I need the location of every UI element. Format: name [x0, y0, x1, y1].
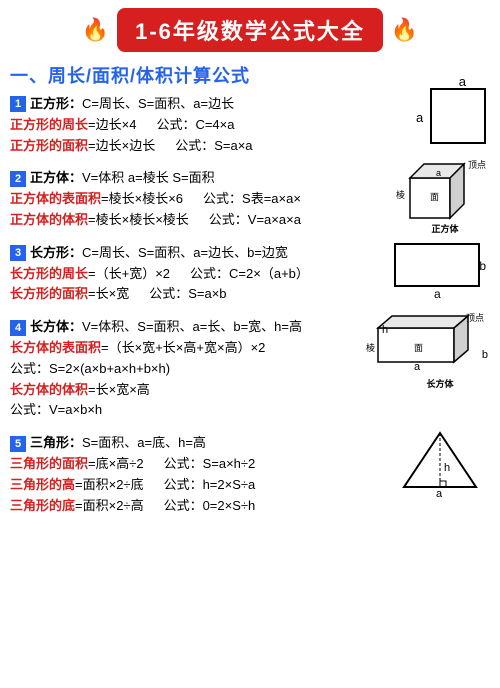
shape-name: 长方体： — [30, 317, 82, 338]
formula-label: 正方体的表面积 — [10, 189, 101, 210]
shape-name: 正方体： — [30, 168, 82, 189]
formula-label: 长方体的表面积 — [10, 338, 101, 359]
diagram-cube: 顶点 棱 面 a 正方体 — [400, 160, 490, 235]
label-h: h — [382, 324, 388, 336]
formula-text: =面积×2÷底 — [75, 475, 144, 496]
formula-label: 长方形的面积 — [10, 284, 88, 305]
formula-text: =边长×边长 — [88, 136, 155, 157]
label-a: a — [459, 74, 466, 89]
caption: 正方体 — [400, 222, 490, 235]
formula-label: 三角形的面积 — [10, 454, 88, 475]
def-text: V=体积、S=面积、a=长、b=宽、h=高 — [82, 317, 302, 338]
diagram-rect: b a — [394, 243, 490, 287]
formula-text: =面积×2÷高 — [75, 496, 144, 517]
formula-label: 正方形的周长 — [10, 115, 88, 136]
shape-name: 长方形： — [30, 243, 82, 264]
block-rect: 3 长方形： C=周长、S=面积、a=边长、b=边宽 长方形的周长 =（长+宽）… — [10, 243, 490, 305]
formula-text: 公式：S=a×a — [175, 136, 252, 157]
formula-text: =长×宽×高 — [88, 380, 150, 401]
formula-label: 正方形的面积 — [10, 136, 88, 157]
formula-text: =底×高÷2 — [88, 454, 144, 475]
formula-text: 公式：S表=a×a× — [203, 189, 301, 210]
label-face: 面 — [430, 190, 439, 203]
label-a: a — [436, 488, 443, 499]
label-vertex: 顶点 — [466, 311, 484, 324]
formula-text: 公式：S=a×b — [149, 284, 226, 305]
diagram-triangle: h a — [400, 429, 490, 502]
formula-label: 长方形的周长 — [10, 264, 88, 285]
def-text: S=面积、a=底、h=高 — [82, 433, 206, 454]
num-badge: 1 — [10, 96, 26, 112]
formula-text: 公式：C=4×a — [156, 115, 234, 136]
fire-icon: 🔥 — [391, 17, 418, 43]
shape-name: 正方形： — [30, 94, 82, 115]
block-square: 1 正方形： C=周长、S=面积、a=边长 正方形的周长 =边长×4 公式：C=… — [10, 94, 490, 156]
label-edge: 棱 — [396, 188, 405, 201]
formula-label: 正方体的体积 — [10, 210, 88, 231]
formula-label: 三角形的底 — [10, 496, 75, 517]
diagram-cuboid: 顶点 棱 h 面 a b 长方体 — [370, 313, 490, 390]
formula-text: 公式：0=2×S÷h — [164, 496, 256, 517]
shape-name: 三角形： — [30, 433, 82, 454]
formula-text: 公式：S=2×(a×b+a×h+b×h) — [10, 359, 170, 380]
formula-text: 公式：S=a×h÷2 — [164, 454, 256, 475]
label-vertex: 顶点 — [468, 158, 486, 171]
formula-text: 公式：h=2×S÷a — [164, 475, 256, 496]
title-row: 🔥 1-6年级数学公式大全 🔥 — [10, 8, 490, 52]
label-b: b — [479, 259, 486, 273]
num-badge: 3 — [10, 245, 26, 261]
block-cube: 2 正方体： V=体积 a=棱长 S=面积 正方体的表面积 =棱长×棱长×6 公… — [10, 168, 490, 230]
num-badge: 5 — [10, 436, 26, 452]
formula-text: 公式：V=a×a×a — [209, 210, 301, 231]
formula-text: =边长×4 — [88, 115, 136, 136]
label-a: a — [416, 110, 423, 125]
formula-text: =棱长×棱长×6 — [101, 189, 183, 210]
formula-text: =棱长×棱长×棱长 — [88, 210, 189, 231]
formula-text: =（长+宽）×2 — [88, 264, 170, 285]
formula-text: 公式：C=2×（a+b） — [190, 264, 309, 285]
num-badge: 4 — [10, 320, 26, 336]
formula-label: 三角形的高 — [10, 475, 75, 496]
formula-label: 长方体的体积 — [10, 380, 88, 401]
label-face: 面 — [414, 341, 423, 354]
block-cuboid: 4 长方体： V=体积、S=面积、a=长、b=宽、h=高 长方体的表面积 =（长… — [10, 317, 490, 421]
label-a: a — [414, 361, 420, 373]
diagram-square: a a — [420, 88, 490, 144]
label-edge: 棱 — [366, 341, 375, 354]
def-text: C=周长、S=面积、a=边长、b=边宽 — [82, 243, 288, 264]
caption: 长方体 — [390, 377, 490, 390]
label-b: b — [482, 349, 488, 361]
formula-text: =（长×宽+长×高+宽×高）×2 — [101, 338, 265, 359]
def-text: V=体积 a=棱长 S=面积 — [82, 168, 215, 189]
block-triangle: 5 三角形： S=面积、a=底、h=高 三角形的面积 =底×高÷2 公式：S=a… — [10, 433, 490, 516]
label-a: a — [434, 287, 441, 301]
def-text: C=周长、S=面积、a=边长 — [82, 94, 234, 115]
fire-icon: 🔥 — [82, 17, 109, 43]
formula-text: =长×宽 — [88, 284, 129, 305]
formula-text: 公式：V=a×b×h — [10, 400, 102, 421]
section-header: 一、周长/面积/体积计算公式 — [10, 62, 490, 88]
label-h: h — [444, 462, 450, 474]
page-title: 1-6年级数学公式大全 — [117, 8, 383, 52]
label-a: a — [436, 168, 441, 178]
num-badge: 2 — [10, 171, 26, 187]
